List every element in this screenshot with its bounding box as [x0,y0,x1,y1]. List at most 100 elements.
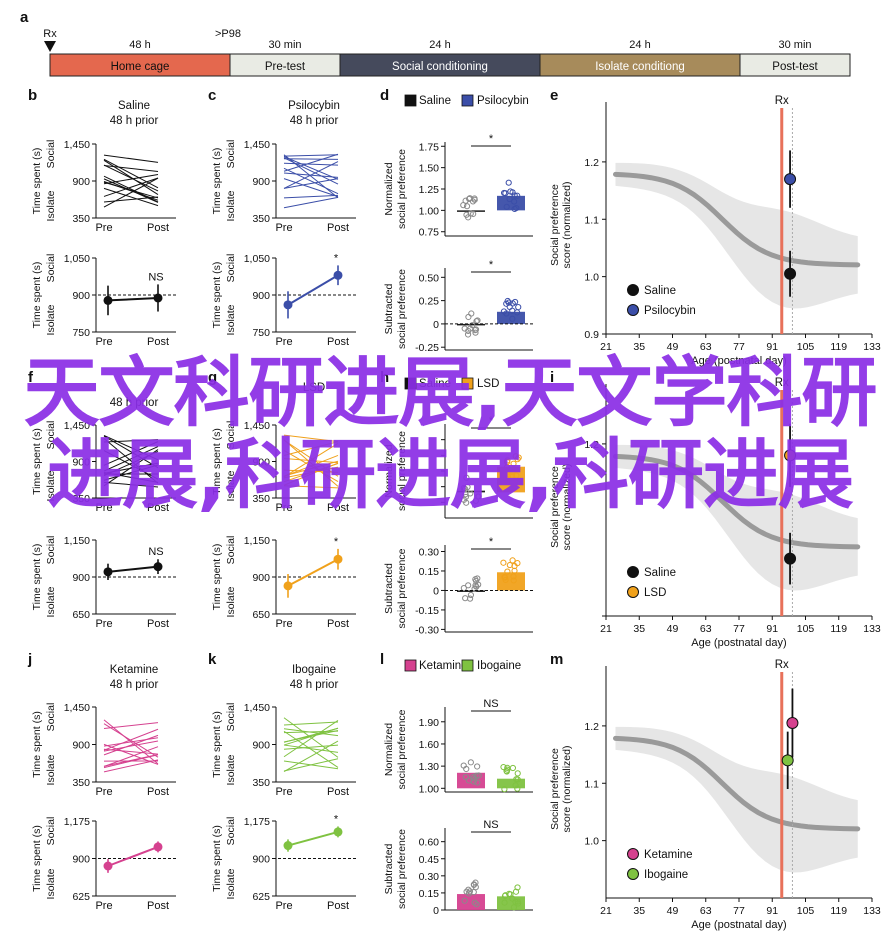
data-point [470,210,477,218]
x-tick-label: Post [147,618,169,630]
data-point [462,197,469,204]
timeline-phase-label: Post-test [772,61,818,73]
bar [497,778,525,789]
data-point [465,214,472,221]
paired-line [283,442,339,478]
y-tick-label: 1,450 [244,139,270,151]
x-tick-label: Pre [275,502,292,514]
paired-line [103,439,159,443]
y-axis-label: Subtracted [383,283,395,334]
data-point [514,456,521,463]
y-axis-isolate: Isolate [45,754,57,785]
x-tick-label: Pre [95,222,112,234]
timeline-phase-label: Social conditioning [392,61,488,73]
data-point [462,773,469,781]
x-tick-label: 133 [863,341,881,353]
x-tick-label: Post [327,900,349,912]
y-axis-isolate: Isolate [225,190,237,221]
trend-line [613,735,861,832]
trend-line [613,453,861,550]
data-point [505,299,512,306]
x-tick-label: 35 [633,905,645,917]
y-axis-isolate: Isolate [225,304,237,335]
y-axis-label: Normalized [383,162,395,215]
paired-line [103,154,159,163]
rx-label: Rx [775,377,789,389]
data-point [515,454,522,461]
x-tick-label: Post [327,336,349,348]
y-tick-label: 1.00 [419,205,440,217]
legend-marker [627,868,639,880]
y-axis-isolate: Isolate [45,190,57,221]
y-tick-label: 1,050 [64,253,90,265]
y-tick-label: 1.00 [419,783,440,795]
paired-line [103,164,159,192]
y-tick-label: 1.90 [419,717,440,729]
mean-point-pre [283,581,293,591]
x-tick-label: 77 [733,341,745,353]
y-tick-label: 0 [433,319,439,331]
paired-line [283,439,339,477]
y-axis-label: Time spent (s) [211,148,223,215]
mean-line [287,558,339,587]
paired-title: Ketamine [110,664,159,676]
paired-subtitle: 48 h prior [290,115,339,127]
paired-line [283,194,339,199]
bar [457,490,485,493]
timeline-phase-label: Isolate conditiong [595,61,685,73]
timeline-duration: 48 h [129,39,150,51]
y-tick-label: 0.50 [419,272,440,284]
paired-line [283,720,339,758]
data-point [460,485,467,492]
paired-line [283,158,339,160]
x-tick-label: 133 [863,905,881,917]
paired-line [103,441,159,466]
data-point [510,460,517,467]
mean-point-pre [103,861,113,871]
data-point [502,576,509,584]
data-point [511,192,518,199]
data-point [472,879,479,886]
data-point [515,304,522,311]
significance-label: * [334,813,339,825]
data-point [470,888,477,896]
legend-swatch [404,377,417,390]
x-tick-label: Post [327,222,349,234]
mean-point-pre [283,300,293,310]
data-point [514,309,521,316]
x-tick-label: 49 [667,905,679,917]
panel-letter: j [27,651,32,668]
data-point [511,567,518,574]
y-tick-label: 900 [72,176,90,188]
y-axis-isolate: Isolate [225,470,237,501]
y-tick-label: 0.25 [419,296,440,308]
x-tick-label: Pre [95,618,112,630]
y-tick-label: 1,150 [64,535,90,547]
y-axis-social: Social [45,254,57,283]
data-point [504,473,511,480]
y-tick-label: 350 [72,493,90,505]
y-axis-label: score (normalized) [561,182,573,269]
mean-point-post [153,293,163,303]
y-tick-label: 0 [433,585,439,597]
data-point [513,776,520,783]
mean-point-pre [103,295,113,305]
paired-title: Saline [118,100,150,112]
y-tick-label: 0.75 [419,227,440,239]
paired-line [103,481,159,488]
y-tick-label: 900 [252,176,270,188]
y-tick-label: 1,450 [64,420,90,432]
x-tick-label: Post [147,786,169,798]
panel-letter: c [208,87,216,104]
paired-subtitle: 48 h prior [110,115,159,127]
paired-line [283,167,339,195]
data-point [509,469,516,476]
paired-line [283,454,339,477]
mean-line [107,845,159,867]
data-point [508,472,515,479]
paired-line [103,740,159,752]
paired-line [103,178,159,203]
paired-line [283,196,339,209]
y-axis-label: score (normalized) [561,746,573,833]
data-point [505,179,512,186]
